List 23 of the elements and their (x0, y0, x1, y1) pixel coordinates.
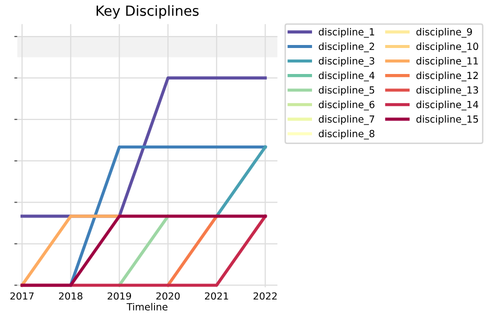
legend-label: discipline_1 (318, 28, 374, 38)
x-tick-label: 2022 (254, 292, 277, 300)
legend-label: discipline_12 (416, 72, 478, 82)
x-tick-label: 2021 (204, 292, 228, 300)
legend-label: discipline_7 (318, 115, 374, 125)
legend-label: discipline_6 (318, 100, 374, 110)
x-tick-label: 2019 (108, 292, 132, 300)
legend-label: discipline_10 (416, 42, 478, 52)
x-tick-label: 2020 (156, 292, 180, 300)
x-tick-label: 2018 (59, 292, 82, 300)
legend-label: discipline_4 (318, 72, 374, 82)
x-axis-title: Timeline (126, 302, 168, 310)
legend-label: discipline_11 (416, 57, 478, 67)
chart-title: Key Disciplines (96, 5, 199, 19)
legend-label: discipline_2 (318, 42, 374, 52)
legend-label: discipline_5 (318, 86, 374, 96)
legend-label: discipline_13 (416, 86, 478, 96)
legend-label: discipline_9 (416, 28, 472, 38)
legend-label: discipline_15 (416, 115, 478, 125)
legend-label: discipline_3 (318, 57, 374, 67)
legend-label: discipline_8 (318, 130, 374, 140)
legend-label: discipline_14 (416, 100, 478, 110)
x-tick-label: 2017 (10, 292, 34, 300)
